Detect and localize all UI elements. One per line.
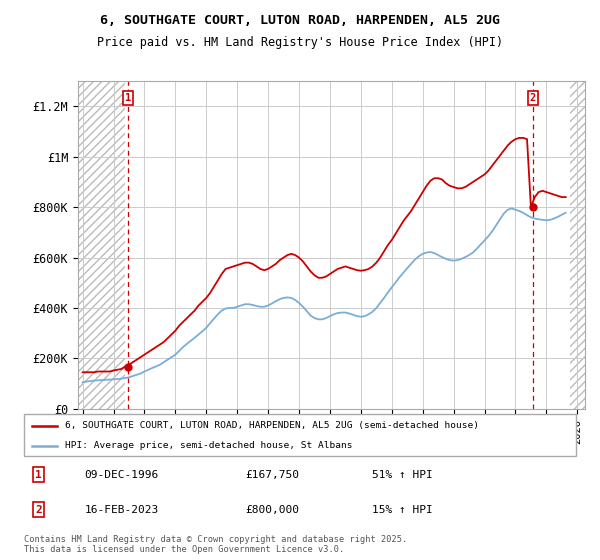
Text: 6, SOUTHGATE COURT, LUTON ROAD, HARPENDEN, AL5 2UG: 6, SOUTHGATE COURT, LUTON ROAD, HARPENDE…	[100, 14, 500, 27]
Text: £167,750: £167,750	[245, 470, 299, 479]
Text: 2: 2	[530, 92, 536, 102]
Text: Price paid vs. HM Land Registry's House Price Index (HPI): Price paid vs. HM Land Registry's House …	[97, 36, 503, 49]
Text: Contains HM Land Registry data © Crown copyright and database right 2025.
This d: Contains HM Land Registry data © Crown c…	[24, 535, 407, 554]
Text: 6, SOUTHGATE COURT, LUTON ROAD, HARPENDEN, AL5 2UG (semi-detached house): 6, SOUTHGATE COURT, LUTON ROAD, HARPENDE…	[65, 421, 479, 430]
Text: 51% ↑ HPI: 51% ↑ HPI	[372, 470, 433, 479]
Bar	[78, 81, 125, 409]
Text: 16-FEB-2023: 16-FEB-2023	[85, 505, 159, 515]
Text: 15% ↑ HPI: 15% ↑ HPI	[372, 505, 433, 515]
Text: HPI: Average price, semi-detached house, St Albans: HPI: Average price, semi-detached house,…	[65, 441, 353, 450]
FancyBboxPatch shape	[24, 414, 576, 456]
Text: 09-DEC-1996: 09-DEC-1996	[85, 470, 159, 479]
Bar	[569, 81, 585, 409]
Text: 1: 1	[125, 92, 131, 102]
Text: 1: 1	[35, 470, 42, 479]
Text: 2: 2	[35, 505, 42, 515]
Text: £800,000: £800,000	[245, 505, 299, 515]
